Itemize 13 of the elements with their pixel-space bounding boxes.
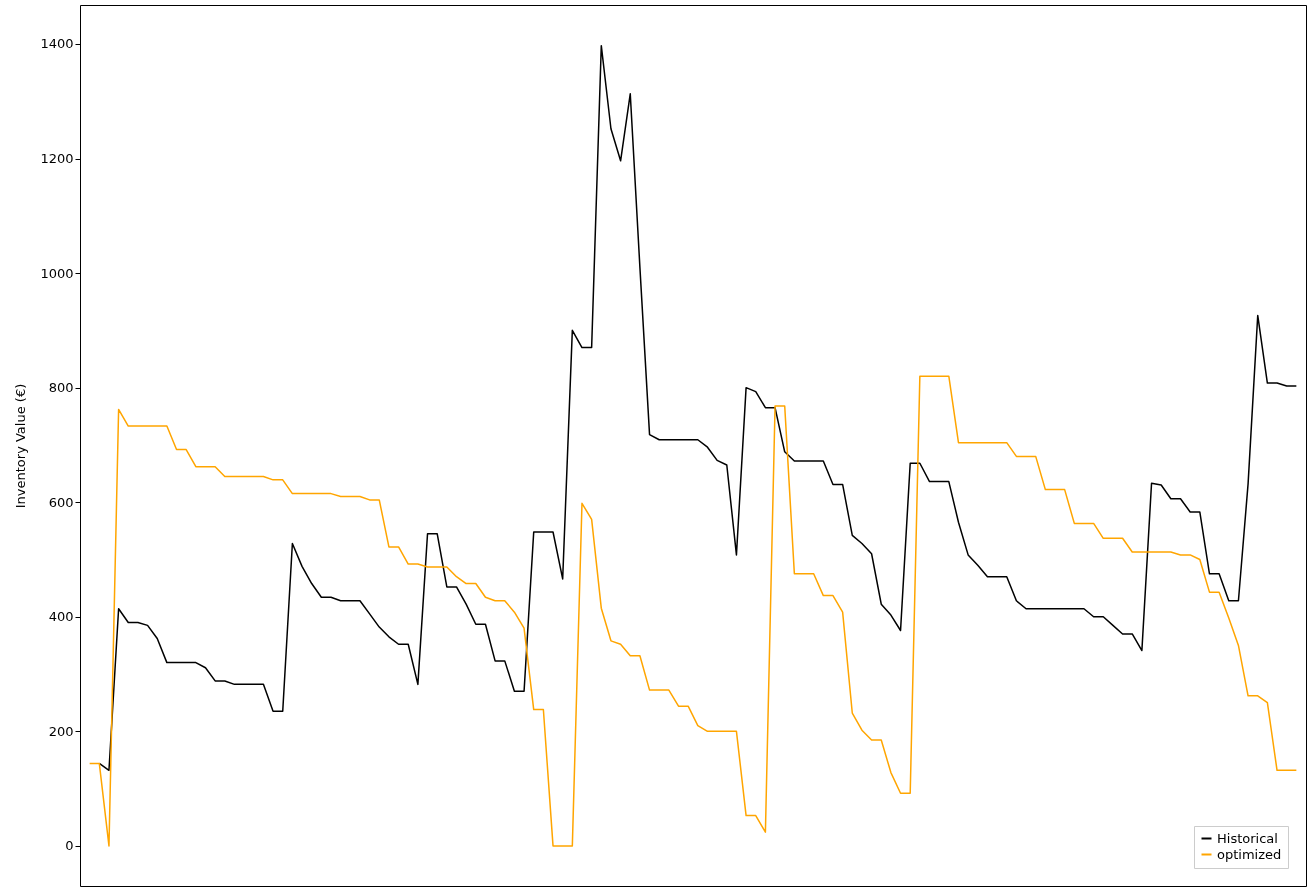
line-series [88, 375, 1298, 847]
y-axis-title: Inventory Value (€) [13, 383, 29, 509]
y-tick-label: 800 [48, 380, 74, 396]
y-tick-label: 1400 [40, 36, 74, 52]
y-tick-label: 600 [48, 494, 74, 510]
legend-label: optimized [1217, 846, 1282, 862]
legend-label: Historical [1217, 830, 1278, 846]
y-tick-label: 200 [48, 723, 74, 739]
y-tick-label: 0 [65, 838, 74, 854]
y-tick-label: 1000 [40, 265, 74, 281]
y-tick-label: 400 [48, 609, 74, 625]
y-tick-label: 1200 [40, 151, 74, 167]
line-series [98, 44, 1298, 772]
